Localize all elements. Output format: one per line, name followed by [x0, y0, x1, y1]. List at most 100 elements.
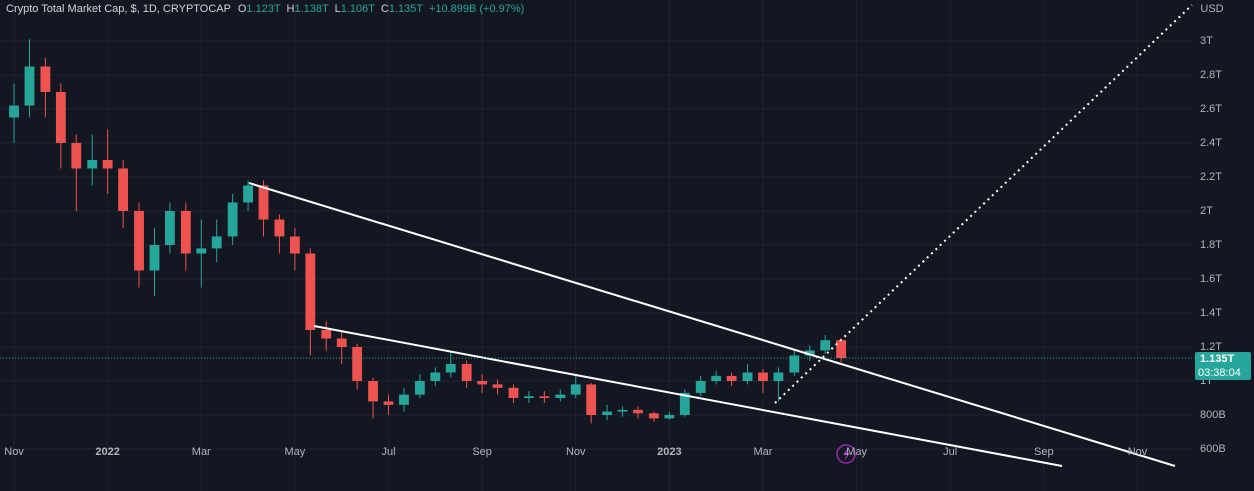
candle-body	[617, 409, 628, 412]
candle-body	[274, 219, 285, 237]
x-tick-label: Nov	[566, 446, 586, 458]
candle-body	[196, 248, 207, 254]
candle-body	[321, 329, 332, 339]
candle-body	[477, 381, 488, 385]
legend: Crypto Total Market Cap, $, 1D, CRYPTOCA…	[6, 3, 524, 15]
candle-body	[679, 392, 690, 416]
currency-label: USD	[1200, 3, 1223, 15]
candle-body	[87, 159, 98, 169]
x-tick-label: 2022	[95, 446, 119, 458]
ohlc-label: C	[381, 3, 389, 15]
ohlc-label: H	[287, 3, 295, 15]
y-tick-label: 2.8T	[1200, 69, 1222, 81]
trend-line	[248, 182, 1176, 467]
candle-body	[180, 210, 191, 254]
candle-body	[149, 244, 160, 271]
x-tick-label: 2023	[657, 446, 681, 458]
candle-body	[305, 253, 316, 330]
candle-body	[55, 91, 66, 143]
candle-body	[524, 396, 534, 399]
event-icon-bolt	[843, 448, 850, 461]
candle-body	[445, 363, 456, 373]
candle-body	[102, 159, 113, 169]
candle-body	[508, 387, 519, 399]
candle-body	[664, 415, 675, 419]
candle-body	[633, 409, 643, 414]
x-tick-label: Sep	[1034, 446, 1054, 458]
change: +10.899B (+0.97%)	[429, 3, 524, 15]
x-tick-label: Jul	[943, 446, 957, 458]
candle-body	[773, 372, 784, 382]
candle-body	[24, 66, 35, 106]
candle-body	[368, 381, 378, 402]
last-price-label: 1.135T	[1200, 353, 1235, 365]
projection-line	[774, 4, 1193, 404]
last-price-box	[1195, 352, 1251, 381]
candle-body	[336, 338, 347, 347]
candle-body	[789, 355, 800, 373]
x-tick-label: May	[284, 446, 305, 458]
candle-body	[461, 363, 472, 382]
candle-body	[539, 396, 550, 399]
candle-body	[164, 210, 175, 245]
ohlc-value: 1.106T	[341, 3, 376, 15]
candle-body	[430, 372, 441, 382]
y-tick-label: 2.6T	[1200, 103, 1222, 115]
x-tick-label: Mar	[753, 446, 772, 458]
candle-body	[711, 375, 722, 382]
candle-body	[40, 66, 51, 92]
candle-body	[742, 372, 753, 382]
candle-body	[758, 372, 768, 382]
candle-body	[399, 394, 409, 405]
y-tick-label: 2.2T	[1200, 171, 1222, 183]
y-tick-label: 1.8T	[1200, 239, 1222, 251]
x-tick-label: Mar	[192, 446, 211, 458]
ohlc-label: O	[238, 3, 247, 15]
candle-body	[804, 350, 815, 356]
event-icon[interactable]	[836, 444, 856, 464]
y-tick-label: 2.4T	[1200, 137, 1222, 149]
y-tick-label: 3T	[1200, 35, 1213, 47]
countdown: 03:38:04	[1198, 367, 1241, 379]
candle-body	[726, 375, 737, 382]
x-tick-label: Nov	[4, 446, 24, 458]
candle-body	[586, 384, 597, 416]
candle-body	[289, 236, 300, 254]
y-tick-label: 1.2T	[1200, 341, 1222, 353]
candle-body	[820, 340, 831, 351]
x-tick-label: Jul	[381, 446, 395, 458]
y-tick-label: 600B	[1200, 443, 1226, 455]
candle-body	[648, 413, 659, 419]
candle-body	[118, 168, 129, 211]
candle-body	[243, 185, 253, 203]
x-tick-label: Sep	[472, 446, 492, 458]
candle-body	[492, 384, 503, 388]
axes: 600B800B1T1.2T1.4T1.6T1.8T2T2.2T2.4T2.6T…	[0, 35, 1251, 458]
candle-body	[71, 142, 82, 169]
grid	[0, 0, 1195, 491]
candle-body	[555, 394, 566, 399]
candle-body	[414, 381, 425, 395]
ohlc-value: 1.123T	[246, 3, 281, 15]
candle-body	[695, 381, 706, 393]
candle-body	[134, 210, 144, 271]
candle-body	[211, 236, 222, 249]
y-tick-label: 800B	[1200, 409, 1226, 421]
candle-body	[258, 185, 269, 220]
ohlc-value: 1.135T	[389, 3, 424, 15]
x-tick-label: Nov	[1128, 446, 1148, 458]
candle-body	[836, 340, 847, 359]
y-tick-label: 2T	[1200, 205, 1213, 217]
ohlc-value: 1.138T	[294, 3, 329, 15]
x-tick-label: May	[846, 446, 867, 458]
trend-line	[313, 325, 1063, 467]
candle-body	[352, 346, 363, 382]
candle-body	[9, 105, 19, 118]
ohlc-label: L	[335, 3, 341, 15]
candle-body	[383, 401, 394, 405]
candle-body	[602, 411, 613, 416]
candle-body	[570, 384, 581, 395]
symbol: Crypto Total Market Cap, $, 1D, CRYPTOCA…	[6, 3, 231, 15]
